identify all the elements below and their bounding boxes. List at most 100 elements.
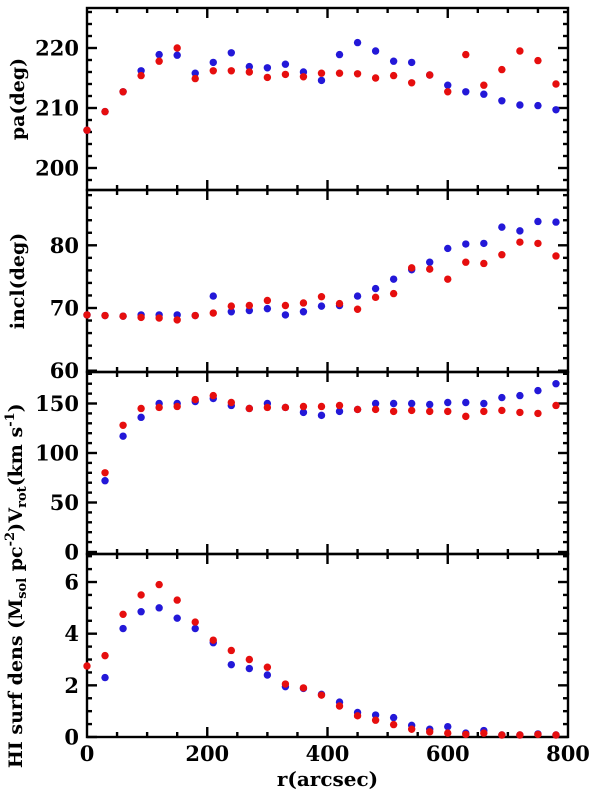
data-point bbox=[227, 67, 235, 75]
data-point bbox=[155, 580, 163, 589]
y-axis-title: Vrot​(km s-1​) bbox=[3, 403, 30, 523]
y-tick-label: 6 bbox=[64, 570, 79, 595]
y-tick-label: 2 bbox=[64, 673, 79, 698]
data-point bbox=[534, 217, 542, 226]
data-point bbox=[516, 408, 524, 417]
data-point bbox=[317, 402, 326, 411]
data-point bbox=[552, 218, 560, 226]
data-point bbox=[173, 51, 181, 59]
data-point bbox=[227, 308, 235, 316]
y-axis-title: incl(deg) bbox=[7, 233, 29, 329]
y-tick-labels: 0 50 100 150 bbox=[35, 391, 79, 565]
data-point bbox=[317, 302, 326, 310]
data-point bbox=[263, 304, 272, 313]
data-point bbox=[353, 38, 362, 47]
data-point bbox=[516, 47, 524, 55]
data-point bbox=[209, 309, 217, 317]
data-point bbox=[101, 469, 109, 477]
data-point bbox=[137, 608, 145, 616]
series-blue-hi-surface-density bbox=[101, 604, 560, 739]
data-point bbox=[119, 624, 127, 633]
data-point bbox=[263, 296, 272, 305]
data-point bbox=[101, 107, 109, 116]
data-point bbox=[516, 731, 524, 739]
data-point bbox=[209, 67, 217, 75]
y-tick-label: 200 bbox=[35, 156, 79, 181]
data-point bbox=[245, 404, 254, 413]
y-tick-label: 0 bbox=[64, 725, 79, 750]
data-point bbox=[498, 97, 506, 105]
data-point bbox=[191, 395, 199, 404]
data-point bbox=[281, 60, 290, 68]
data-point bbox=[426, 265, 434, 273]
data-point bbox=[407, 725, 416, 733]
data-point bbox=[444, 407, 452, 416]
data-point bbox=[137, 413, 145, 422]
y-tick-label: 4 bbox=[64, 621, 79, 646]
data-point bbox=[209, 391, 217, 400]
data-point bbox=[534, 56, 542, 65]
data-point bbox=[317, 411, 326, 420]
data-point bbox=[119, 432, 127, 440]
data-point bbox=[173, 44, 181, 52]
data-point bbox=[191, 624, 199, 633]
x-tick-label: 800 bbox=[546, 741, 590, 766]
panel-frame bbox=[85, 188, 570, 374]
x-tick-label: 0 bbox=[80, 741, 95, 766]
data-point bbox=[389, 407, 398, 416]
y-tick-label: 80 bbox=[50, 233, 79, 258]
data-point bbox=[101, 651, 109, 660]
x-tick-label: 600 bbox=[426, 741, 470, 766]
data-point bbox=[209, 58, 217, 67]
data-point bbox=[498, 251, 506, 259]
data-point bbox=[335, 702, 344, 710]
data-point bbox=[389, 399, 398, 408]
data-point bbox=[462, 412, 470, 421]
x-axis-title: r(arcsec) bbox=[277, 767, 378, 791]
data-point bbox=[353, 712, 362, 720]
data-point bbox=[299, 684, 308, 692]
y-tick-label: 60 bbox=[50, 358, 79, 383]
data-point bbox=[426, 258, 434, 266]
series-blue-rotation-velocity bbox=[101, 380, 560, 485]
data-point bbox=[173, 402, 181, 411]
data-point bbox=[155, 314, 163, 322]
data-point bbox=[173, 614, 181, 622]
data-point bbox=[245, 664, 254, 673]
data-point bbox=[353, 405, 362, 414]
data-point bbox=[281, 680, 290, 688]
x-tick-label: 400 bbox=[306, 741, 350, 766]
tick-marks bbox=[87, 8, 568, 190]
data-point bbox=[209, 292, 217, 300]
data-point bbox=[227, 398, 235, 407]
data-point bbox=[245, 68, 254, 76]
data-point bbox=[516, 238, 524, 246]
data-point bbox=[407, 399, 416, 408]
data-point bbox=[426, 71, 434, 79]
data-point bbox=[444, 729, 452, 737]
data-point bbox=[389, 275, 398, 283]
data-point bbox=[371, 399, 380, 408]
data-point bbox=[480, 259, 488, 268]
data-point bbox=[263, 64, 272, 72]
data-point bbox=[389, 720, 398, 729]
data-point bbox=[444, 722, 452, 731]
x-tick-labels: 0 200 400 600 800 bbox=[80, 741, 590, 766]
data-point bbox=[371, 716, 380, 724]
y-tick-labels: 0 2 4 6 bbox=[64, 570, 79, 750]
panel-hi-surface-density: 0 2 4 6 HI surf dens (Msol​ pc-2​) bbox=[3, 523, 570, 768]
data-point bbox=[173, 596, 181, 604]
data-point bbox=[317, 76, 326, 85]
data-point bbox=[155, 604, 163, 612]
data-point bbox=[119, 610, 127, 619]
data-point bbox=[83, 662, 91, 670]
series-blue-inclination bbox=[83, 217, 560, 320]
data-point bbox=[462, 398, 470, 407]
data-point bbox=[534, 409, 542, 418]
data-point bbox=[480, 407, 488, 416]
data-point bbox=[281, 301, 290, 310]
data-point bbox=[480, 399, 488, 408]
data-point bbox=[191, 74, 199, 83]
y-tick-label: 50 bbox=[50, 490, 79, 515]
